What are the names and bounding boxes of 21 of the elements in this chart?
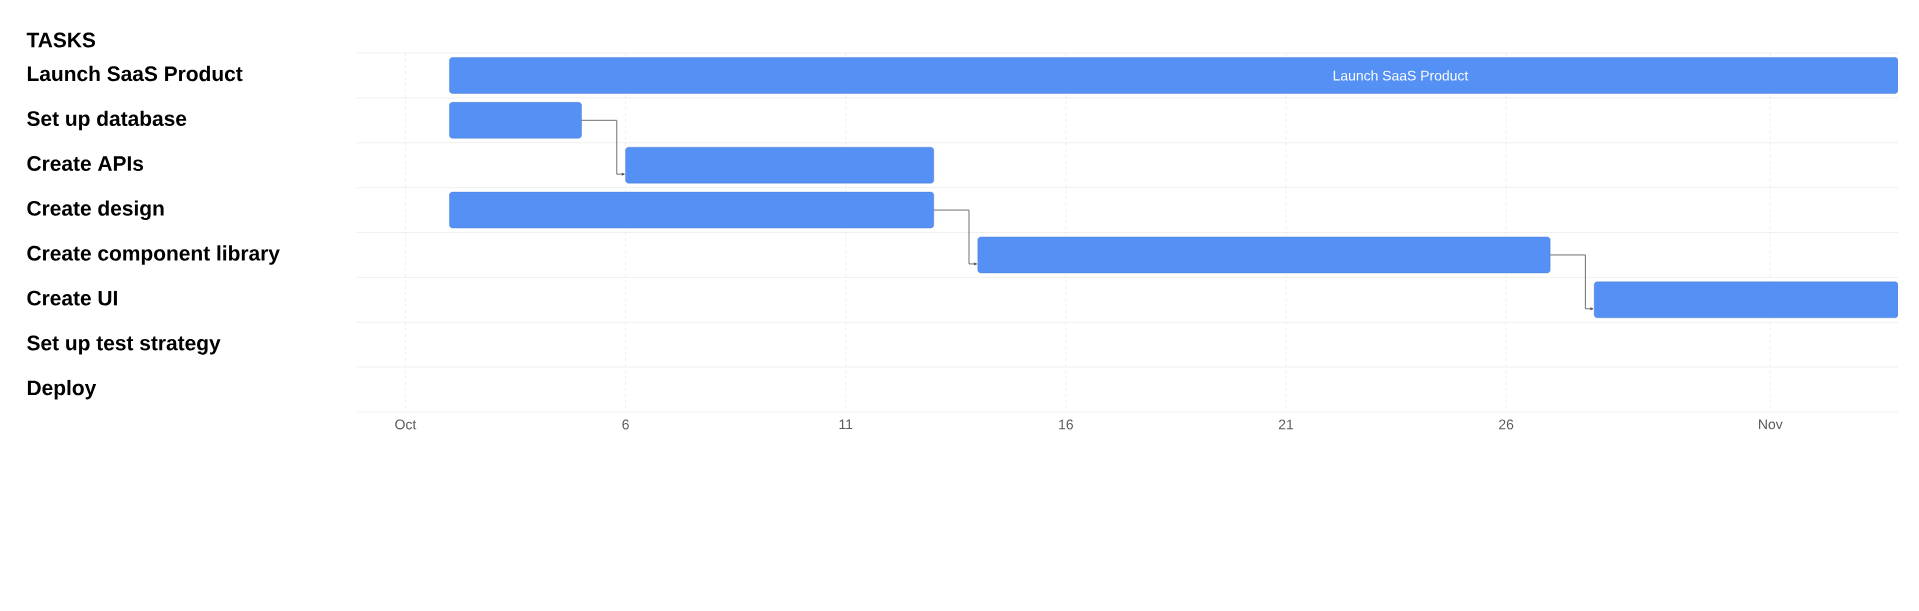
x-tick-label: 26 [1499, 419, 1514, 430]
x-tick-label: 16 [1059, 419, 1073, 430]
y-tick-label: Launch SaaS Product [27, 65, 243, 82]
x-tick-label: Oct [395, 419, 417, 430]
y-tick-label: Create design [27, 200, 164, 220]
bar [449, 102, 582, 139]
x-tick-label: 6 [622, 419, 629, 430]
y-tick-label: Set up test strategy [27, 335, 221, 355]
y-tick-label: Create UI [27, 290, 117, 306]
y-tick-label: Create APIs [27, 156, 144, 171]
y-tick-label: Deploy [27, 379, 97, 400]
y-tick-label: Create component library [27, 245, 280, 265]
y-axis-title: TASKS [26, 32, 96, 48]
x-tick-label: Nov [1759, 419, 1783, 430]
y-tick-label: Set up database [27, 110, 187, 131]
bar [977, 236, 1551, 274]
x-tick-label: 11 [839, 419, 853, 430]
bar [449, 191, 934, 229]
bar [625, 147, 934, 184]
annotation: Launch SaaS Product [1333, 70, 1469, 81]
x-tick-label: 21 [1278, 419, 1294, 430]
